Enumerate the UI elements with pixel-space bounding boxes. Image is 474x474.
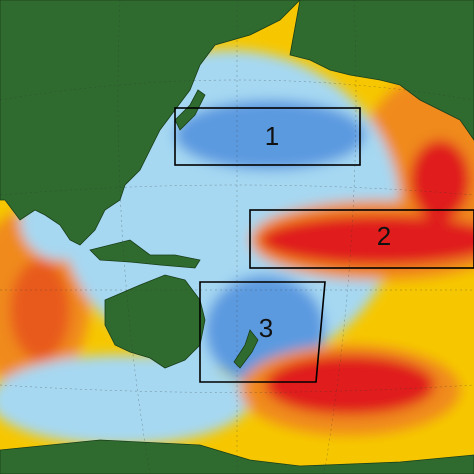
australia — [104, 274, 206, 369]
region-label: 1 — [265, 121, 279, 151]
region-label: 2 — [377, 221, 391, 251]
grid-line — [323, 0, 357, 474]
indonesia — [89, 239, 201, 269]
region-box — [174, 107, 361, 166]
antarctica — [0, 439, 474, 474]
grid-line — [117, 0, 151, 474]
japan — [174, 89, 206, 131]
region-box — [199, 281, 326, 383]
asia — [0, 0, 301, 246]
region-label: 3 — [259, 313, 273, 343]
new-zealand — [233, 329, 259, 369]
grid-line — [0, 79, 474, 101]
north-america — [289, 0, 474, 141]
region-box — [249, 209, 474, 269]
